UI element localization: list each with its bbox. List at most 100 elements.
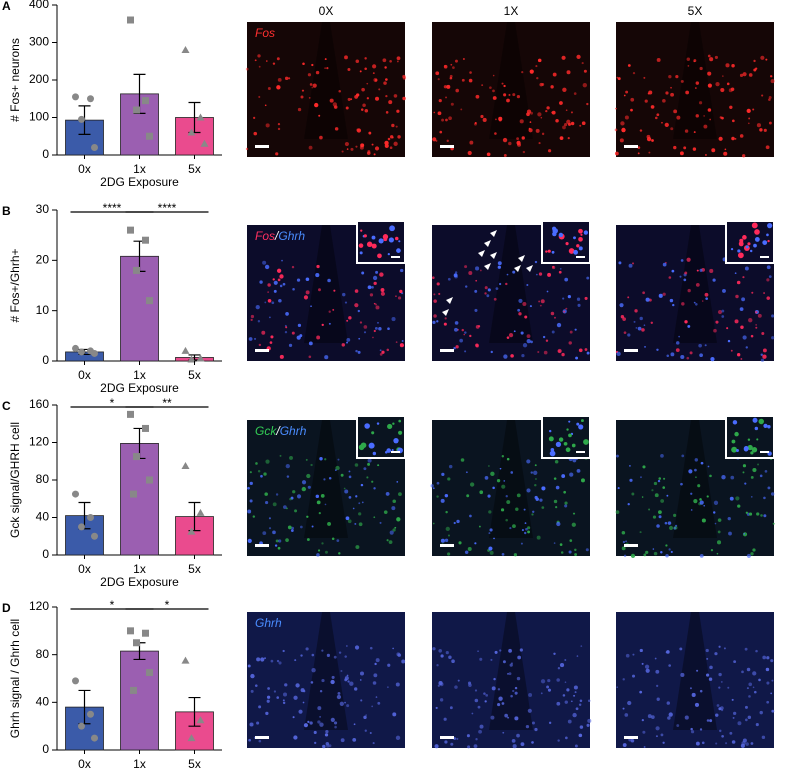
- cell-signal: [375, 96, 380, 101]
- data-point: [142, 629, 149, 637]
- data-point: [146, 132, 153, 140]
- image-label-part: /: [275, 424, 281, 438]
- cell-signal: [666, 650, 670, 654]
- cell-signal: [446, 84, 451, 89]
- cell-signal: [676, 724, 680, 727]
- cell-signal: [364, 57, 367, 60]
- cell-signal: [531, 721, 535, 725]
- cell-signal: [676, 115, 681, 120]
- cell-signal: [760, 514, 763, 517]
- cell-signal: [305, 290, 310, 295]
- cell-signal: [655, 116, 658, 120]
- cell-signal: [367, 285, 372, 290]
- cell-signal: [355, 349, 358, 353]
- cell-signal: [701, 741, 705, 745]
- cell-signal: [254, 684, 258, 687]
- data-point: [187, 128, 196, 136]
- cell-signal: [615, 510, 620, 514]
- cell-signal: [645, 550, 649, 555]
- cell-signal: [373, 487, 376, 490]
- cell-signal: [619, 138, 624, 143]
- cell-signal: [714, 522, 717, 525]
- cell-signal: [670, 352, 675, 357]
- arrowhead: [526, 265, 533, 272]
- data-point: [72, 677, 79, 685]
- cell-signal: [354, 289, 359, 293]
- cell-signal: [508, 672, 512, 676]
- cell-signal: [766, 278, 770, 282]
- y-tick-label: 0: [42, 547, 49, 561]
- cell-signal: [753, 690, 757, 694]
- ventricle: [304, 612, 348, 730]
- cell-signal: [331, 537, 335, 541]
- cell-signal: [479, 269, 482, 272]
- cell-signal: [734, 272, 737, 275]
- cell-signal: [639, 316, 643, 321]
- cell-signal: [545, 339, 549, 342]
- cell-signal: [534, 260, 538, 264]
- cell-signal: [355, 495, 358, 498]
- cell-signal: [718, 686, 721, 689]
- inset-signal: [565, 242, 569, 246]
- cell-signal: [385, 94, 388, 98]
- cell-signal: [337, 458, 340, 461]
- cell-signal: [264, 104, 267, 107]
- cell-signal: [380, 288, 385, 292]
- cell-signal: [294, 509, 298, 513]
- cell-signal: [373, 77, 378, 83]
- cell-signal: [493, 677, 496, 681]
- cell-signal: [616, 76, 619, 79]
- cell-signal: [257, 54, 261, 58]
- inset-signal: [360, 229, 363, 232]
- cell-signal: [344, 701, 346, 704]
- cell-signal: [450, 742, 454, 746]
- cell-signal: [720, 87, 725, 93]
- image-label: Ghrh: [255, 616, 282, 630]
- cell-signal: [474, 542, 477, 545]
- cell-signal: [274, 544, 278, 547]
- inset-signal: [386, 448, 392, 453]
- inset-signal: [398, 240, 401, 243]
- data-point: [87, 710, 94, 718]
- y-tick-label: 100: [29, 110, 49, 124]
- cell-signal: [345, 516, 350, 521]
- cell-signal: [616, 351, 621, 357]
- cell-signal: [586, 351, 590, 355]
- cell-signal: [725, 742, 728, 745]
- cell-signal: [475, 324, 480, 329]
- cell-signal: [372, 275, 378, 281]
- cell-signal: [375, 696, 378, 698]
- cell-signal: [432, 320, 436, 325]
- cell-signal: [307, 720, 310, 724]
- cell-signal: [740, 325, 744, 330]
- cell-signal: [333, 655, 337, 659]
- cell-signal: [639, 648, 643, 653]
- cell-signal: [448, 655, 452, 660]
- cell-signal: [556, 701, 561, 706]
- cell-signal: [264, 500, 269, 505]
- cell-signal: [342, 292, 346, 297]
- cell-signal: [324, 58, 327, 61]
- cell-signal: [570, 111, 573, 114]
- cell-signal: [629, 464, 631, 467]
- cell-signal: [277, 127, 281, 131]
- cell-signal: [516, 733, 520, 738]
- cell-signal: [379, 349, 382, 352]
- cell-signal: [311, 86, 314, 89]
- cell-signal: [360, 699, 363, 702]
- data-point: [146, 669, 153, 677]
- cell-signal: [520, 542, 523, 545]
- cell-signal: [319, 716, 321, 718]
- cell-signal: [305, 458, 308, 461]
- inset-signal: [364, 423, 370, 429]
- cell-signal: [449, 76, 453, 80]
- cell-signal: [447, 277, 451, 281]
- cell-signal: [498, 116, 503, 121]
- cell-signal: [369, 731, 372, 735]
- cell-signal: [255, 462, 258, 465]
- cell-signal: [308, 145, 313, 150]
- cell-signal: [386, 539, 389, 542]
- cell-signal: [346, 337, 351, 342]
- data-point: [91, 144, 98, 151]
- inset-signal: [389, 225, 395, 232]
